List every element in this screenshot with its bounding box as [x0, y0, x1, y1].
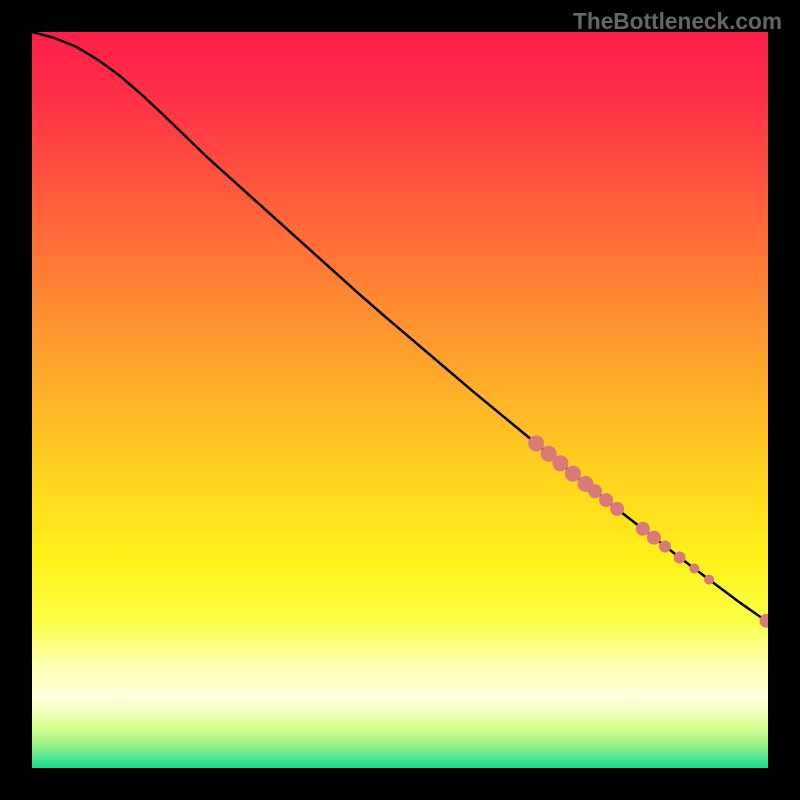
data-marker — [610, 502, 624, 516]
chart-svg — [32, 32, 768, 768]
data-marker — [689, 564, 699, 574]
data-marker — [565, 466, 581, 482]
data-marker — [636, 522, 650, 536]
data-marker — [588, 484, 602, 498]
watermark-text: TheBottleneck.com — [573, 8, 782, 35]
data-marker — [704, 575, 714, 585]
data-marker — [599, 493, 613, 507]
data-marker — [528, 435, 544, 451]
data-marker — [647, 531, 661, 545]
data-marker — [552, 455, 568, 471]
plot-area — [32, 32, 768, 768]
data-marker — [659, 540, 671, 552]
data-marker — [674, 552, 686, 564]
